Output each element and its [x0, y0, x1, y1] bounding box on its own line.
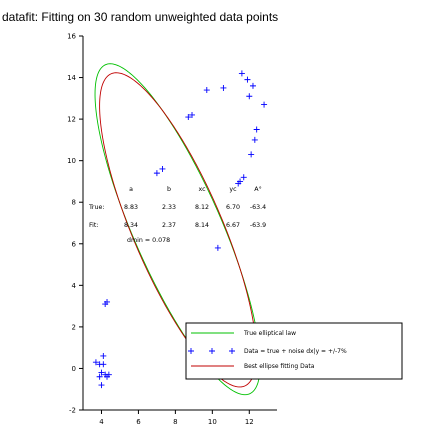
data-point [96, 373, 103, 380]
legend-label: True elliptical law [243, 330, 296, 337]
axes: -2 0 2 4 6 8 10 12 14 16 4 6 8 10 12 [67, 33, 277, 424]
data-point [261, 101, 268, 108]
param-value: 8.12 [195, 204, 209, 211]
data-point [249, 82, 256, 89]
x-tick-label: 8 [173, 418, 177, 424]
legend-marker [209, 348, 215, 354]
legend-marker [188, 348, 194, 354]
param-value: -63.4 [250, 204, 266, 211]
data-point [98, 369, 105, 376]
curves [94, 63, 261, 396]
param-value: 8.83 [124, 204, 138, 211]
data-point [246, 93, 253, 100]
param-value: 2.37 [162, 222, 176, 229]
data-point [237, 178, 244, 185]
data-point [92, 359, 99, 366]
x-tick-label: 6 [136, 418, 141, 424]
y-tick-label: 10 [67, 157, 76, 165]
x-tick-label: 4 [99, 418, 104, 424]
y-tick-label: 0 [72, 365, 76, 373]
data-point [96, 361, 103, 368]
legend-label: Best ellipse fitting Data [244, 363, 315, 370]
param-row-label: True: [88, 204, 105, 211]
legend: True elliptical law Data = true + noise d… [185, 322, 403, 380]
data-point [240, 174, 247, 181]
data-point [244, 76, 251, 83]
y-tick-label: 6 [72, 240, 77, 248]
x-tick-label: 10 [208, 418, 217, 424]
data-point [105, 371, 112, 378]
param-header: a [129, 186, 133, 193]
data-point [159, 165, 166, 172]
y-tick-label: 2 [72, 323, 76, 331]
data-point [251, 136, 258, 143]
param-header: yc [229, 186, 237, 193]
true-ellipse-curve [94, 63, 261, 396]
param-value: 6.67 [226, 222, 240, 229]
y-tick-label: 12 [67, 116, 76, 124]
legend-box [185, 322, 403, 380]
chart-title: datafit: Fitting on 30 random unweighted… [2, 10, 279, 24]
param-value: 8.34 [124, 222, 138, 229]
y-tick-label: 16 [67, 33, 76, 41]
data-point [214, 244, 221, 251]
fit-ellipse-curve [99, 72, 257, 388]
param-value: 2.33 [162, 204, 176, 211]
param-value: 6.70 [226, 204, 240, 211]
data-point [248, 151, 255, 158]
dmin-label: dmin = 0.078 [127, 237, 170, 244]
param-value: 8.14 [195, 222, 209, 229]
parameter-table: a b xc yc A° True: 8.83 2.33 8.12 6.70 -63.4 Fit: 8.… [88, 185, 266, 244]
param-value: -63.9 [250, 222, 266, 229]
data-point [203, 87, 210, 94]
legend-marker [229, 348, 235, 354]
y-tick-label: 14 [67, 74, 76, 82]
x-tick-label: 12 [245, 418, 254, 424]
data-point [153, 170, 160, 177]
param-header: xc [198, 186, 206, 193]
y-tick-label: -2 [69, 407, 76, 415]
param-header: b [167, 186, 171, 193]
data-point [253, 126, 260, 133]
y-tick-label: 8 [72, 199, 76, 207]
data-point [104, 298, 111, 305]
data-points [92, 70, 268, 389]
data-point [98, 382, 105, 389]
data-point [185, 114, 192, 121]
y-tick-label: 4 [72, 282, 77, 290]
data-point [100, 352, 107, 359]
data-point [220, 84, 227, 91]
data-point [238, 70, 245, 77]
param-header: A° [254, 185, 261, 193]
data-point [189, 111, 196, 118]
legend-label: Data = true + noise dx|y = +/-7% [244, 348, 347, 355]
param-row-label: Fit: [89, 222, 99, 229]
